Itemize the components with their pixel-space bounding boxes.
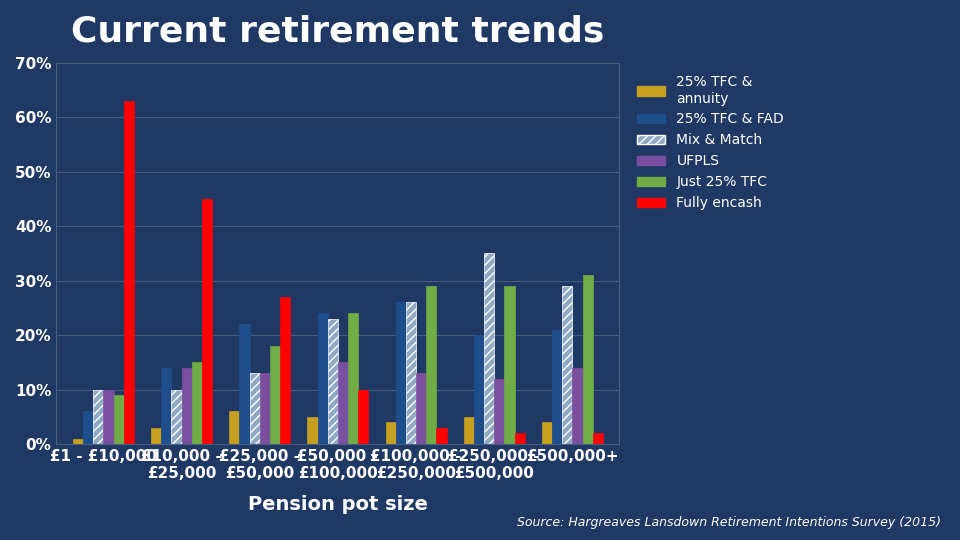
Bar: [181, 368, 192, 444]
Bar: [250, 373, 260, 444]
Bar: [541, 422, 552, 444]
Bar: [280, 297, 290, 444]
Legend: 25% TFC &
annuity, 25% TFC & FAD, Mix & Match, UFPLS, Just 25% TFC, Fully encash: 25% TFC & annuity, 25% TFC & FAD, Mix & …: [632, 70, 789, 216]
Bar: [84, 411, 93, 444]
X-axis label: Pension pot size: Pension pot size: [248, 495, 428, 514]
Text: Source: Hargreaves Lansdown Retirement Intentions Survey (2015): Source: Hargreaves Lansdown Retirement I…: [516, 516, 941, 529]
Bar: [239, 324, 250, 444]
Bar: [583, 275, 592, 444]
Bar: [396, 302, 406, 444]
Bar: [260, 373, 270, 444]
Bar: [93, 389, 104, 444]
Bar: [406, 302, 416, 444]
Title: Current retirement trends: Current retirement trends: [71, 15, 605, 49]
Bar: [484, 253, 494, 444]
Bar: [104, 389, 113, 444]
Bar: [437, 428, 446, 444]
Bar: [474, 335, 484, 444]
Bar: [73, 438, 84, 444]
Bar: [494, 379, 504, 444]
Bar: [172, 389, 181, 444]
Bar: [515, 433, 525, 444]
Bar: [348, 313, 358, 444]
Bar: [572, 368, 583, 444]
Bar: [229, 411, 239, 444]
Bar: [161, 368, 172, 444]
Bar: [416, 373, 426, 444]
Bar: [270, 346, 280, 444]
Bar: [124, 101, 133, 444]
Bar: [592, 433, 603, 444]
Bar: [386, 422, 396, 444]
Bar: [327, 319, 338, 444]
Bar: [202, 199, 212, 444]
Bar: [426, 286, 437, 444]
Bar: [151, 428, 161, 444]
Bar: [113, 395, 124, 444]
Bar: [358, 389, 369, 444]
Bar: [338, 362, 348, 444]
Bar: [504, 286, 515, 444]
Bar: [563, 286, 572, 444]
Bar: [318, 313, 327, 444]
Bar: [307, 417, 318, 444]
Bar: [552, 330, 563, 444]
Bar: [464, 417, 474, 444]
Bar: [192, 362, 202, 444]
